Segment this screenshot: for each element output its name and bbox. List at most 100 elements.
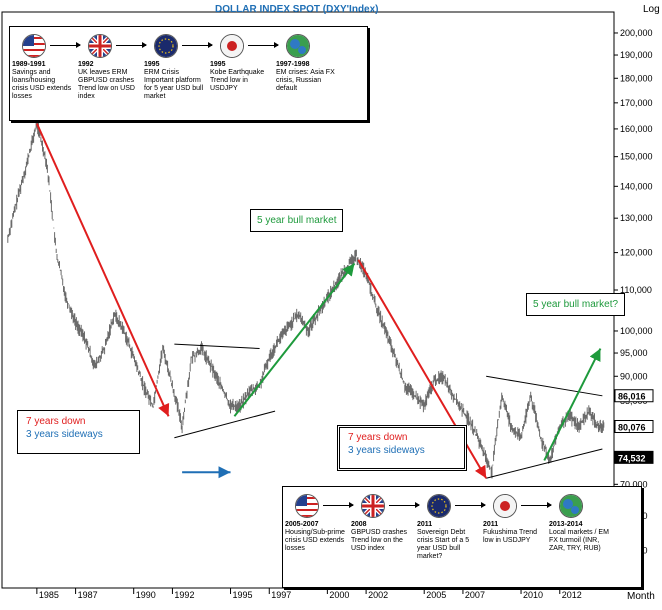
- timeline-text: Local markets / EM FX turmoil (INR, ZAR,…: [549, 529, 609, 552]
- x-tick-label: 1995: [233, 590, 253, 600]
- price-label: 86,016: [618, 392, 646, 402]
- timeline-event: 1989-1991 Savings and loans/housing crisi…: [12, 61, 72, 101]
- timeline-text: EM crises: Asia FX crisis, Russian defau…: [276, 69, 335, 92]
- x-tick-label: 1985: [39, 590, 59, 600]
- flag-uk-icon: [361, 494, 385, 518]
- timeline-year: 2005-2007: [285, 521, 319, 528]
- seven-years-down-label-1: 7 years down: [26, 416, 86, 427]
- timeline-arrow: [182, 42, 213, 48]
- y-axis-label: Log: [643, 4, 660, 15]
- y-tick-label: 150,000: [620, 152, 653, 162]
- timeline-text: Savings and loans/housing crisis USD ext…: [12, 69, 72, 100]
- x-tick-label: 1987: [78, 590, 98, 600]
- x-tick-label: 1997: [271, 590, 291, 600]
- flag-us-icon: [22, 34, 46, 58]
- x-tick-label: 1990: [136, 590, 156, 600]
- price-label-box: [614, 420, 654, 434]
- timeline-arrow: [455, 502, 486, 508]
- timeline-event: 2005-2007 Housing/Sub-prime crisis USD ex…: [285, 521, 345, 553]
- flag-uk-icon: [88, 34, 112, 58]
- timeline-year: 1992: [78, 61, 94, 68]
- triangle-line: [174, 410, 276, 439]
- flag-jp-icon: [220, 34, 244, 58]
- flag-jp-icon: [493, 494, 517, 518]
- timeline-year: 1995: [144, 61, 160, 68]
- y-tick-label: 180,000: [620, 73, 653, 83]
- triangle-line: [174, 343, 260, 350]
- flag-globe-icon: [559, 494, 583, 518]
- y-tick-label: 110,000: [620, 285, 652, 295]
- timeline-text: Kobe Earthquake Trend low in USDJPY: [210, 69, 265, 92]
- timeline-year: 2008: [351, 521, 367, 528]
- x-tick-label: 1992: [174, 590, 194, 600]
- y-tick-label: 160,000: [620, 124, 653, 134]
- y-tick-label: 100,000: [620, 326, 653, 336]
- timeline-event: 2011 Sovereign Debt crisis Start of a 5 y…: [417, 521, 477, 561]
- timeline-bottom: 2005-2007 Housing/Sub-prime crisis USD ex…: [282, 486, 642, 588]
- y-tick-label: 70,000: [620, 479, 648, 489]
- timeline-event: 2011 Fukushima Trend low in USDJPY: [483, 521, 543, 545]
- timeline-top: 1989-1991 Savings and loans/housing crisi…: [9, 26, 368, 121]
- timeline-event: 2013-2014 Local markets / EM FX turmoil (…: [549, 521, 609, 553]
- timeline-year: 2011: [417, 521, 433, 528]
- y-tick-label: 90,000: [620, 371, 648, 381]
- y-tick-label: 170,000: [620, 98, 653, 108]
- uptrend-arrow: [233, 262, 356, 417]
- bull-market-label-2: 5 year bull market?: [526, 293, 626, 316]
- timeline-arrow: [389, 502, 420, 508]
- x-tick-label: 2007: [465, 590, 485, 600]
- timeline-event: 1995 ERM Crisis Important platform for 5 …: [144, 61, 204, 101]
- timeline-text: Sovereign Debt crisis Start of a 5 year …: [417, 529, 470, 560]
- annotation-box-2: 7 years down 3 years sideways: [337, 425, 467, 471]
- timeline-event: 1992 UK leaves ERM GBPUSD crashes Trend l…: [78, 61, 138, 101]
- x-tick-label: 2012: [562, 590, 582, 600]
- bull-market-label-1: 5 year bull market: [250, 209, 344, 232]
- three-years-sideways-label-1: 3 years sideways: [26, 429, 103, 440]
- timeline-year: 1989-1991: [12, 61, 46, 68]
- timeline-arrow: [116, 42, 147, 48]
- uptrend-arrow: [543, 348, 602, 461]
- timeline-year: 2013-2014: [549, 521, 583, 528]
- timeline-event: 2008 GBPUSD crashes Trend low on the USD …: [351, 521, 411, 553]
- timeline-text: UK leaves ERM GBPUSD crashes Trend low o…: [78, 69, 135, 100]
- price-label-box: [614, 450, 654, 464]
- chart-title: DOLLAR INDEX SPOT (DXY'Index): [215, 4, 379, 15]
- y-tick-label: 140,000: [620, 181, 653, 191]
- timeline-text: Housing/Sub-prime crisis USD extends los…: [285, 529, 345, 552]
- flag-eu-icon: [427, 494, 451, 518]
- timeline-event: 1995 Kobe Earthquake Trend low in USDJPY: [210, 61, 270, 93]
- triangle-line: [486, 375, 603, 397]
- price-label-box: [614, 389, 654, 403]
- flag-eu-icon: [154, 34, 178, 58]
- flag-us-icon: [295, 494, 319, 518]
- x-axis-label: Month: [627, 591, 655, 602]
- x-tick-label: 2005: [426, 590, 446, 600]
- timeline-arrow: [248, 42, 279, 48]
- seven-years-down-label-2: 7 years down: [348, 432, 408, 443]
- timeline-event: 1997-1998 EM crises: Asia FX crisis, Russ…: [276, 61, 336, 93]
- y-tick-label: 130,000: [620, 213, 653, 223]
- flag-globe-icon: [286, 34, 310, 58]
- x-tick-label: 2002: [368, 590, 388, 600]
- x-tick-label: 2000: [329, 590, 349, 600]
- timeline-arrow: [521, 502, 552, 508]
- timeline-arrow: [323, 502, 354, 508]
- y-tick-label: 120,000: [620, 248, 653, 258]
- timeline-arrow: [50, 42, 81, 48]
- timeline-text: GBPUSD crashes Trend low on the USD inde…: [351, 529, 408, 552]
- price-bars: [7, 120, 605, 479]
- price-label: 80,076: [618, 423, 646, 433]
- annotation-box-1: 7 years down 3 years sideways: [17, 410, 140, 454]
- y-tick-label: 200,000: [620, 28, 653, 38]
- timeline-year: 1997-1998: [276, 61, 310, 68]
- y-tick-label: 95,000: [620, 348, 648, 358]
- timeline-text: Fukushima Trend low in USDJPY: [483, 529, 538, 544]
- price-label: 74,532: [618, 453, 646, 463]
- timeline-year: 1995: [210, 61, 226, 68]
- three-years-sideways-label-2: 3 years sideways: [348, 445, 425, 456]
- x-tick-label: 2010: [523, 590, 543, 600]
- triangle-line: [486, 448, 603, 479]
- y-tick-label: 190,000: [620, 50, 653, 60]
- timeline-year: 2011: [483, 521, 499, 528]
